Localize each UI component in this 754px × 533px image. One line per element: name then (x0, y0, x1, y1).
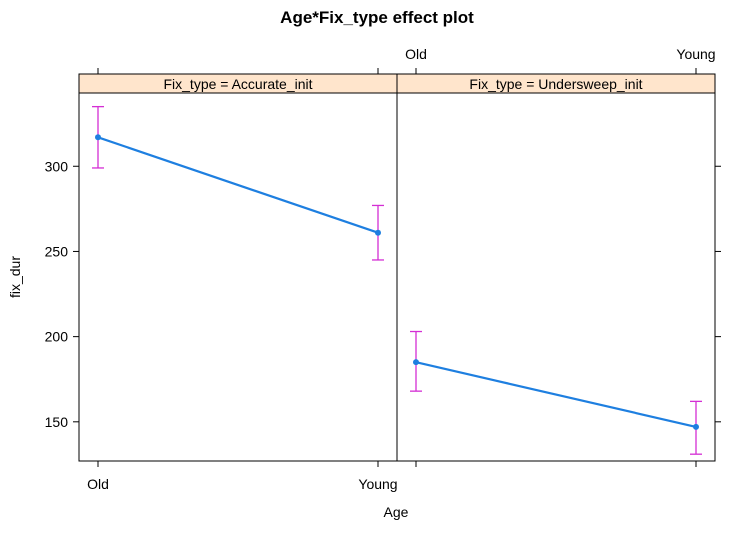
chart-marks: Fix_type = Accurate_init Old Young Fix_type… (45, 46, 721, 492)
x-axis-label: Age (384, 504, 409, 520)
panel-frame-2 (396, 92, 716, 462)
y-tick-label: 150 (45, 414, 69, 430)
x-tick-label: Old (405, 46, 427, 62)
panel-strip-label-2: Fix_type = Undersweep_init (469, 76, 642, 92)
y-tick-label: 300 (45, 158, 69, 174)
y-axis-label: fix_dur (7, 256, 23, 298)
x-tick-label: Young (358, 476, 397, 492)
data-point (693, 423, 699, 430)
chart-title: Age*Fix_type effect plot (280, 8, 474, 27)
series-line-1 (97, 136, 379, 234)
panel-strip-label-1: Fix_type = Accurate_init (163, 76, 312, 92)
x-tick-label: Young (676, 46, 715, 62)
data-point (413, 359, 419, 366)
series-line-2 (415, 361, 697, 428)
data-point (95, 134, 101, 141)
data-point (375, 229, 381, 236)
y-tick-label: 250 (45, 243, 69, 259)
x-tick-label: Old (87, 476, 109, 492)
y-tick-label: 200 (45, 329, 69, 345)
